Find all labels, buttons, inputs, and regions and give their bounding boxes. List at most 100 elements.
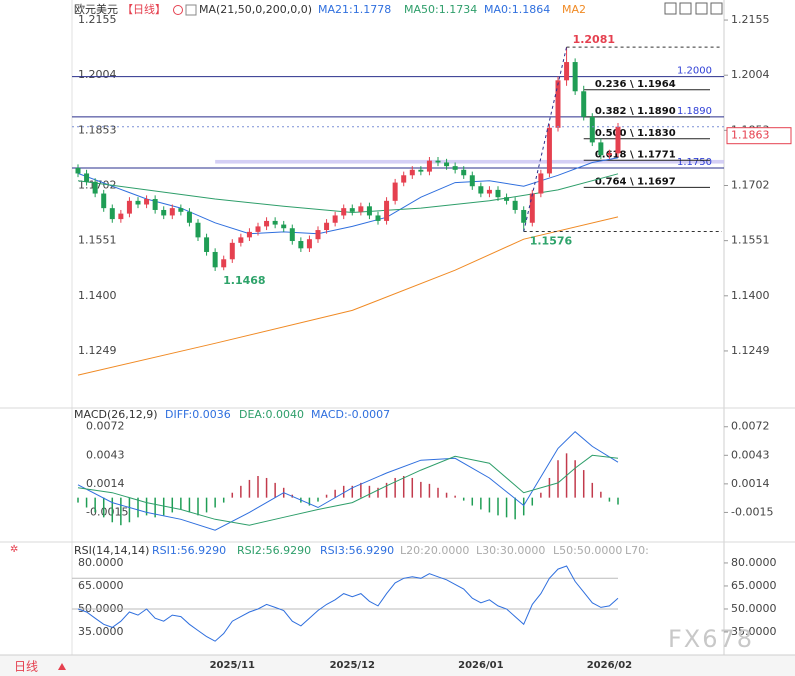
candle-body bbox=[221, 259, 227, 268]
fib-label: 0.500 \ 1.1830 bbox=[595, 128, 676, 139]
period-arrow[interactable] bbox=[58, 663, 66, 670]
settings-icon[interactable] bbox=[173, 5, 183, 15]
legend-label: RSI3:56.9290 bbox=[320, 544, 394, 557]
candle-body bbox=[521, 209, 527, 223]
period-button[interactable]: 日线 bbox=[14, 660, 38, 674]
candle-body bbox=[126, 200, 132, 214]
y-tick-label: 35.0000 bbox=[78, 625, 124, 638]
y-tick-label: 50.0000 bbox=[731, 602, 777, 615]
rsi-icon[interactable]: ✲ bbox=[10, 544, 18, 555]
candle-body bbox=[289, 228, 295, 242]
candle-body bbox=[204, 237, 210, 252]
candle-body bbox=[409, 169, 415, 176]
candle-body bbox=[195, 222, 201, 238]
legend-label: L50:50.0000 bbox=[553, 544, 622, 557]
candle-body bbox=[426, 160, 432, 172]
candle-body bbox=[538, 173, 544, 194]
candle-body bbox=[615, 126, 621, 154]
candle-body bbox=[272, 220, 278, 225]
candle-body bbox=[418, 169, 424, 172]
indicator-label: MA(21,50,0,200,0,0) bbox=[199, 3, 312, 16]
candle-body bbox=[598, 142, 604, 156]
candle-body bbox=[118, 213, 124, 220]
high-label: 1.2081 bbox=[573, 33, 615, 46]
y-tick-label: 1.1702 bbox=[731, 178, 770, 191]
candle-body bbox=[384, 200, 390, 221]
y-tick-label: 0.0043 bbox=[86, 448, 125, 461]
candle-body bbox=[469, 175, 475, 187]
level-label: 1.1890 bbox=[677, 106, 712, 117]
candle-body bbox=[444, 162, 450, 167]
candle-body bbox=[366, 206, 372, 216]
candle-body bbox=[332, 215, 338, 223]
legend-label: DEA:0.0040 bbox=[239, 408, 304, 421]
indicator-icon[interactable] bbox=[185, 4, 197, 16]
candle-body bbox=[169, 208, 175, 216]
fib-label: 0.236 \ 1.1964 bbox=[595, 79, 676, 90]
candle-body bbox=[264, 220, 270, 227]
y-tick-label: 35.0000 bbox=[731, 625, 777, 638]
candle-body bbox=[435, 160, 441, 163]
candle-body bbox=[186, 211, 192, 223]
tool-icon[interactable] bbox=[695, 2, 708, 15]
candle-body bbox=[324, 222, 330, 231]
candle-body bbox=[564, 62, 570, 81]
x-tick-label: 2025/11 bbox=[210, 660, 255, 671]
legend-label: DIFF:0.0036 bbox=[165, 408, 231, 421]
candle-body bbox=[75, 167, 81, 174]
y-tick-label: 1.2004 bbox=[731, 68, 770, 81]
y-tick-label: 1.1551 bbox=[78, 234, 117, 247]
candle-body bbox=[212, 251, 218, 268]
candle-body bbox=[255, 226, 261, 232]
candle-body bbox=[238, 237, 244, 243]
candle-body bbox=[84, 173, 90, 182]
level-label: 1.2000 bbox=[677, 66, 712, 77]
legend-label: MA21:1.1778 bbox=[318, 3, 391, 16]
y-tick-label: -0.0015 bbox=[731, 505, 773, 518]
y-tick-label: 1.1400 bbox=[731, 289, 770, 302]
tool-icon[interactable] bbox=[710, 2, 723, 15]
last-price-box bbox=[726, 127, 792, 145]
support-band bbox=[215, 159, 724, 164]
candle-body bbox=[298, 241, 304, 249]
legend-label: RSI2:56.9290 bbox=[237, 544, 311, 557]
tool-icon[interactable] bbox=[679, 2, 692, 15]
candle-body bbox=[135, 200, 141, 205]
candle-body bbox=[281, 224, 287, 229]
period-label: 【日线】 bbox=[122, 2, 166, 16]
x-tick-label: 2026/02 bbox=[587, 660, 632, 671]
candle-body bbox=[461, 169, 467, 176]
y-tick-label: 1.2155 bbox=[731, 13, 770, 26]
y-tick-label: 1.1249 bbox=[731, 344, 770, 357]
candle-body bbox=[229, 242, 235, 260]
last-price-label: 1.1863 bbox=[731, 129, 770, 142]
swing-diagonal bbox=[523, 46, 568, 232]
y-tick-label: 0.0072 bbox=[86, 420, 125, 433]
candle-body bbox=[529, 193, 535, 223]
legend-label: L30:30.0000 bbox=[476, 544, 545, 557]
y-tick-label: 1.1853 bbox=[78, 123, 117, 136]
candle-body bbox=[178, 208, 184, 212]
candle-body bbox=[546, 127, 552, 174]
y-tick-label: 1.1400 bbox=[78, 289, 117, 302]
y-tick-label: 1.1249 bbox=[78, 344, 117, 357]
candle-body bbox=[152, 199, 158, 210]
candle-body bbox=[401, 175, 407, 183]
low-label: 1.1576 bbox=[530, 235, 573, 248]
indicator-line bbox=[77, 431, 619, 531]
tool-icon[interactable] bbox=[664, 2, 677, 15]
candle-body bbox=[486, 189, 492, 194]
candle-body bbox=[349, 208, 355, 212]
candle-body bbox=[358, 206, 364, 212]
candle-body bbox=[452, 166, 458, 170]
candle-body bbox=[109, 208, 115, 220]
candle-body bbox=[92, 181, 98, 194]
legend-label: MA0:1.1864 bbox=[484, 3, 550, 16]
candle-body bbox=[555, 80, 561, 128]
y-tick-label: 0.0043 bbox=[731, 448, 770, 461]
fib-label: 0.618 \ 1.1771 bbox=[595, 149, 676, 160]
y-tick-label: 0.0072 bbox=[731, 420, 770, 433]
y-tick-label: 65.0000 bbox=[731, 579, 777, 592]
candle-body bbox=[589, 116, 595, 143]
